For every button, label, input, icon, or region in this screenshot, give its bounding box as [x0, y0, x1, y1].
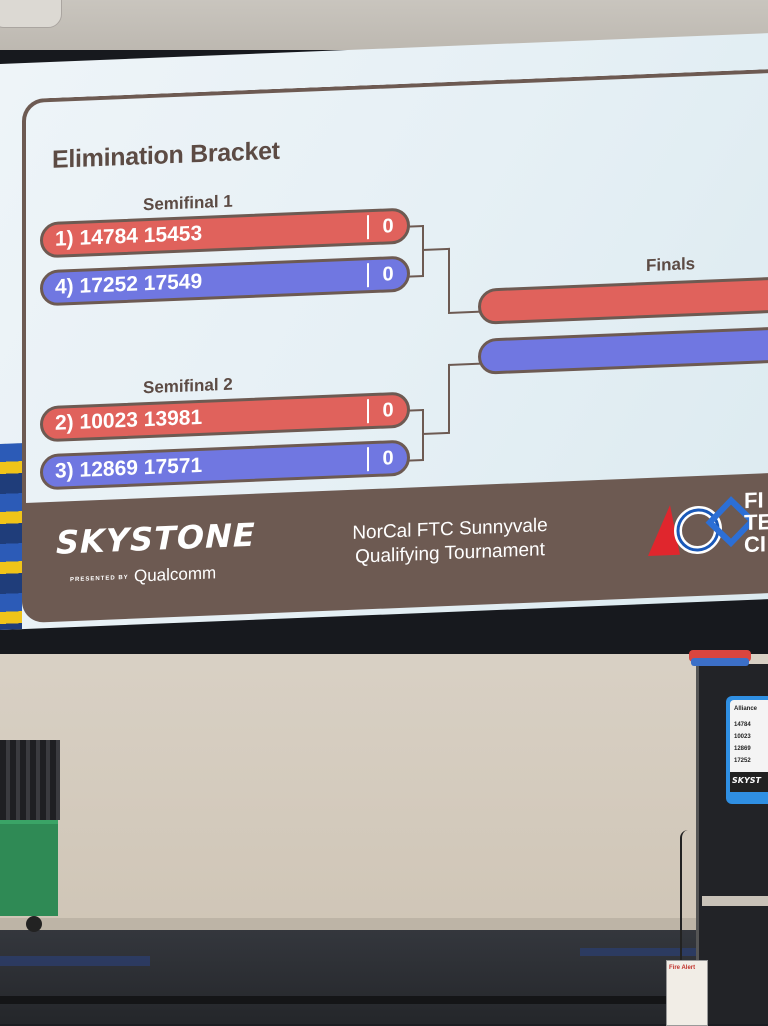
monitor-row: 12869 [734, 746, 751, 752]
bracket-connector [408, 224, 424, 278]
bracket-connector [448, 363, 450, 433]
monitor-row: 17252 [734, 758, 751, 764]
podium-shelf [702, 896, 768, 906]
alliance-teams: 4) 17252 17549 [55, 269, 203, 299]
semifinal-2-label: Semifinal 2 [143, 374, 233, 398]
podium-monitor: Alliance 14784 10023 12869 17252 SKYST [726, 696, 768, 804]
monitor-row: 10023 [734, 734, 751, 740]
first-wordmark: FI TE CI [744, 487, 768, 558]
alliance-score: 0 [367, 397, 407, 424]
black-crate [0, 740, 60, 820]
alliance-score: 0 [367, 213, 407, 240]
first-tech-challenge-logo-icon [648, 496, 750, 556]
bracket-connector [408, 408, 424, 462]
alliance-score: 0 [367, 445, 407, 472]
alliance-teams: 2) 10023 13981 [55, 405, 203, 435]
fire-alarm-box: Fire Alert [666, 960, 708, 1026]
qualcomm-logo: Qualcomm [134, 563, 217, 586]
monitor-row: 14784 [734, 722, 751, 728]
back-wall [0, 640, 768, 940]
event-name: NorCal FTC Sunnyvale Qualifying Tourname… [330, 513, 570, 571]
blue-light [691, 658, 749, 666]
floor-tape [580, 948, 700, 956]
field-rail [0, 996, 700, 1004]
cable [680, 830, 696, 1000]
background-art [0, 443, 22, 631]
skystone-logo: SKYSTONE [56, 515, 256, 562]
floor [0, 930, 768, 1024]
green-bin [0, 820, 58, 932]
monitor-footer [730, 772, 768, 792]
projection-screen: Elimination Bracket Semifinal 1 1) 14784… [0, 33, 768, 631]
cart-wheel [26, 916, 42, 932]
finals-label: Finals [646, 254, 696, 276]
monitor-logo: SKYST [732, 776, 761, 785]
floor-tape [0, 956, 150, 966]
light-fixture [0, 0, 62, 28]
bracket-connector [448, 247, 450, 313]
alliance-teams: 1) 14784 15453 [55, 221, 203, 251]
monitor-header: Alliance [734, 706, 758, 712]
alliance-teams: 3) 12869 17571 [55, 453, 203, 483]
alliance-score: 0 [367, 261, 407, 288]
fire-alarm-label: Fire Alert [669, 965, 696, 971]
semifinal-1-label: Semifinal 1 [143, 191, 233, 215]
